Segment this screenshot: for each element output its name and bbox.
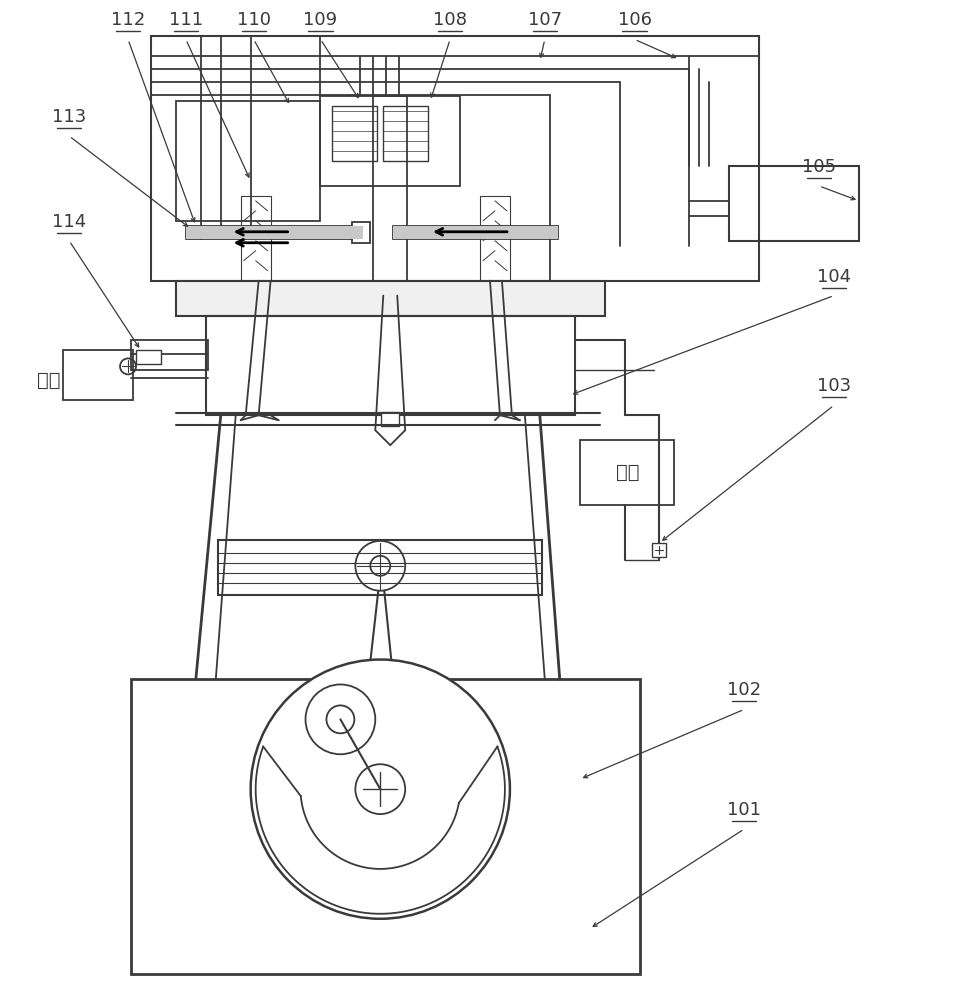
Text: 104: 104 — [816, 268, 851, 286]
Text: 101: 101 — [728, 801, 761, 819]
Circle shape — [306, 684, 376, 754]
Bar — [185, 226, 363, 239]
Bar — [353, 222, 370, 243]
Bar — [176, 281, 604, 316]
Bar — [653, 543, 666, 557]
Bar — [373, 96, 407, 296]
Text: 110: 110 — [237, 11, 271, 29]
Bar — [185, 226, 363, 239]
Bar — [131, 679, 640, 974]
Text: 排气: 排气 — [616, 463, 640, 482]
Text: 进气: 进气 — [37, 371, 61, 390]
Text: 112: 112 — [111, 11, 145, 29]
Bar — [381, 412, 400, 426]
Text: 114: 114 — [52, 213, 86, 231]
Bar — [241, 196, 271, 281]
Bar — [136, 350, 161, 364]
Bar — [480, 196, 510, 281]
Bar — [729, 166, 858, 241]
Bar — [151, 36, 759, 281]
Bar — [218, 540, 542, 595]
Bar — [383, 106, 428, 161]
Text: 109: 109 — [303, 11, 337, 29]
Text: 111: 111 — [169, 11, 203, 29]
Text: 113: 113 — [52, 108, 86, 126]
Text: 106: 106 — [618, 11, 652, 29]
Text: 108: 108 — [433, 11, 467, 29]
Bar — [131, 340, 207, 370]
Bar — [393, 226, 557, 239]
Bar — [63, 350, 133, 400]
Text: 107: 107 — [528, 11, 562, 29]
Bar — [320, 96, 460, 186]
Bar — [393, 226, 557, 239]
Text: 105: 105 — [802, 158, 836, 176]
Bar — [579, 440, 674, 505]
Circle shape — [250, 660, 510, 919]
Bar — [206, 316, 575, 415]
Text: 102: 102 — [728, 681, 761, 699]
Text: 103: 103 — [816, 377, 851, 395]
Bar — [176, 101, 320, 221]
Bar — [333, 106, 378, 161]
